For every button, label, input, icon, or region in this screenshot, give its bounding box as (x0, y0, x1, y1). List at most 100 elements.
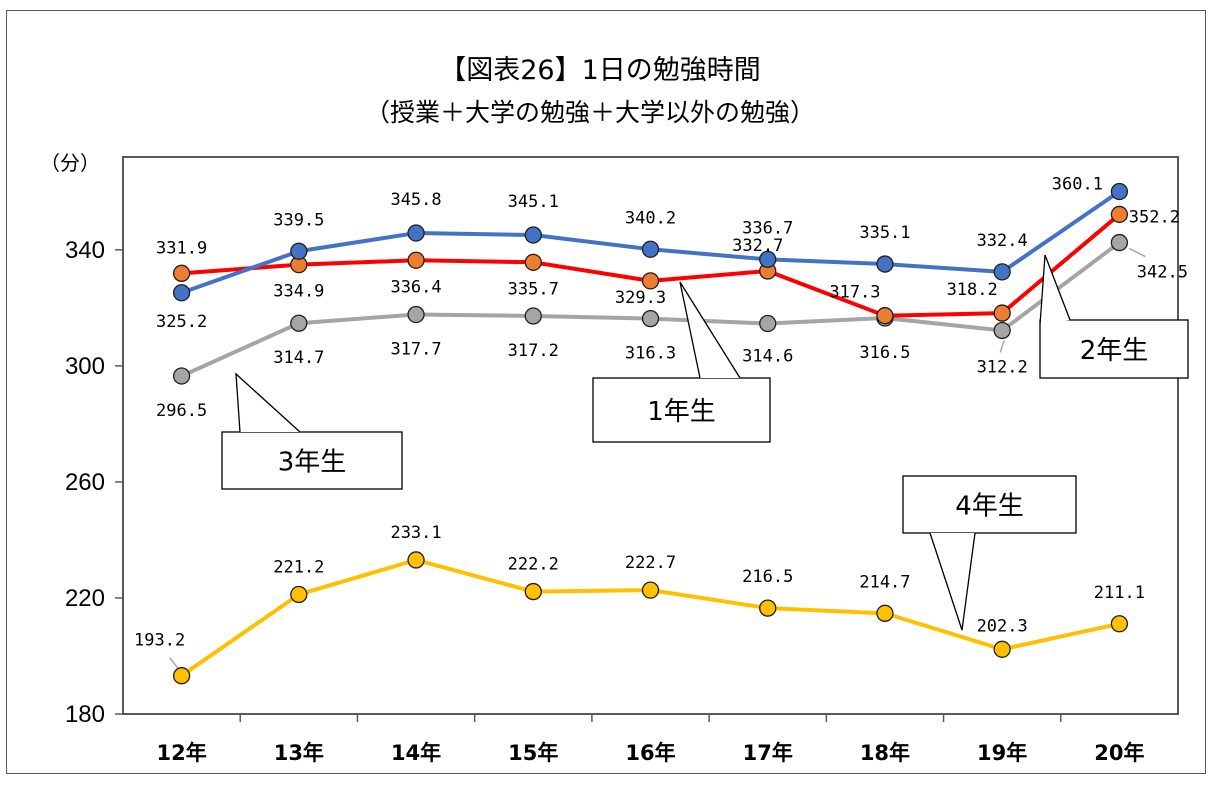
data-point (524, 582, 542, 601)
data-point (641, 272, 660, 290)
data-point (172, 367, 191, 385)
callout-tail (1039, 254, 1071, 326)
x-tick-label: 17年 (743, 741, 793, 765)
callout-box (1039, 319, 1189, 379)
data-label: 339.5 (273, 210, 324, 230)
data-point (407, 224, 425, 242)
label-leader (999, 340, 1005, 353)
data-point (876, 255, 894, 273)
plot-area (122, 156, 1179, 715)
data-label: 233.1 (390, 523, 441, 543)
callout-label: 3年生 (278, 448, 347, 478)
x-tick-label: 14年 (391, 741, 441, 765)
data-point (759, 599, 777, 617)
data-label: 317.2 (508, 341, 559, 361)
data-label: 340.2 (625, 208, 676, 228)
data-label: 314.6 (742, 347, 793, 367)
data-label: 193.2 (134, 631, 185, 651)
data-point (524, 307, 542, 325)
data-label: 317.3 (829, 283, 880, 303)
data-label: 335.7 (508, 279, 559, 299)
data-label: 221.2 (273, 557, 324, 577)
data-label: 360.1 (1052, 175, 1103, 195)
data-label: 317.7 (390, 340, 441, 360)
data-point (993, 263, 1011, 281)
callout-tail (235, 372, 301, 433)
data-label: 336.7 (742, 218, 793, 238)
series-layer (172, 182, 1129, 685)
callout-box (902, 475, 1077, 534)
data-label: 202.3 (977, 616, 1028, 636)
y-tick-label: 340 (65, 237, 105, 264)
data-point (172, 264, 191, 282)
series-1 (172, 205, 1129, 325)
data-point (759, 250, 777, 269)
data-point (407, 305, 425, 324)
label-leader (169, 657, 179, 669)
data-point (407, 551, 425, 569)
data-label: 345.1 (508, 192, 559, 212)
data-label: 335.1 (859, 223, 910, 243)
callout-tail (679, 281, 741, 379)
data-label: 318.2 (947, 280, 998, 300)
data-point (290, 314, 308, 332)
chart-subtitle: （授業＋大学の勉強＋大学以外の勉強） (365, 98, 815, 127)
data-label: 325.2 (156, 312, 207, 332)
callout-label: 2年生 (1080, 336, 1149, 366)
data-point (876, 307, 894, 325)
series-2 (172, 182, 1129, 302)
data-label: 332.4 (977, 231, 1028, 251)
label-leader (1129, 247, 1146, 258)
x-tick-label: 12年 (156, 741, 206, 765)
data-point (290, 242, 308, 260)
data-point (407, 251, 425, 269)
callout-2: 2年生 (1039, 254, 1189, 379)
data-point (993, 321, 1011, 340)
data-label: 214.7 (859, 572, 910, 592)
data-point (759, 314, 777, 333)
data-point (993, 640, 1011, 658)
data-point (641, 309, 660, 328)
data-label: 331.9 (156, 238, 207, 258)
series-callouts: 3年生 1年生 2年生 4年生 (221, 254, 1189, 631)
data-label: 216.5 (742, 567, 793, 587)
data-label: 332.7 (732, 236, 783, 256)
axes: 180 220 260 300 340 12年 13年 14年 15年 16年 17年 18年 19年 2… (65, 237, 1145, 765)
data-labels: 331.9 334.9 336.4 335.7 329.3 332.7 317.3 318.2… (134, 175, 1188, 669)
data-label: 334.9 (273, 282, 324, 302)
data-point (641, 240, 660, 258)
data-point (1110, 182, 1129, 201)
callout-label: 4年生 (955, 492, 1024, 522)
y-tick-label: 260 (65, 469, 105, 496)
data-point (993, 304, 1011, 322)
callout-label: 1年生 (647, 397, 716, 427)
data-label: 352.2 (1129, 207, 1180, 227)
data-point (876, 604, 894, 622)
data-label: 336.4 (390, 277, 441, 297)
x-tick-label: 18年 (860, 741, 910, 765)
x-tick-label: 19年 (977, 741, 1027, 765)
x-tick-label: 15年 (508, 741, 558, 765)
callout-1: 1年生 (592, 281, 771, 443)
callout-tail (929, 532, 976, 631)
y-tick-label: 180 (65, 701, 105, 728)
data-label: 314.7 (273, 348, 324, 368)
y-axis-unit-label: （分） (40, 152, 100, 175)
callout-3: 3年生 (221, 372, 403, 490)
chart-title: 【図表26】1日の勉強時間 (439, 55, 761, 86)
data-point (524, 253, 542, 271)
data-label: 316.3 (625, 344, 676, 364)
data-point (524, 226, 542, 244)
callout-box (221, 431, 403, 490)
x-tick-label: 20年 (1094, 741, 1144, 765)
data-label: 316.5 (859, 343, 910, 363)
data-point (1110, 615, 1129, 633)
x-tick-label: 16年 (625, 741, 675, 765)
y-tick-label: 220 (65, 585, 105, 612)
data-label: 296.5 (156, 401, 207, 421)
data-point (172, 284, 191, 302)
data-point (641, 581, 660, 599)
data-label: 329.3 (615, 288, 666, 308)
series-4 (172, 551, 1129, 685)
